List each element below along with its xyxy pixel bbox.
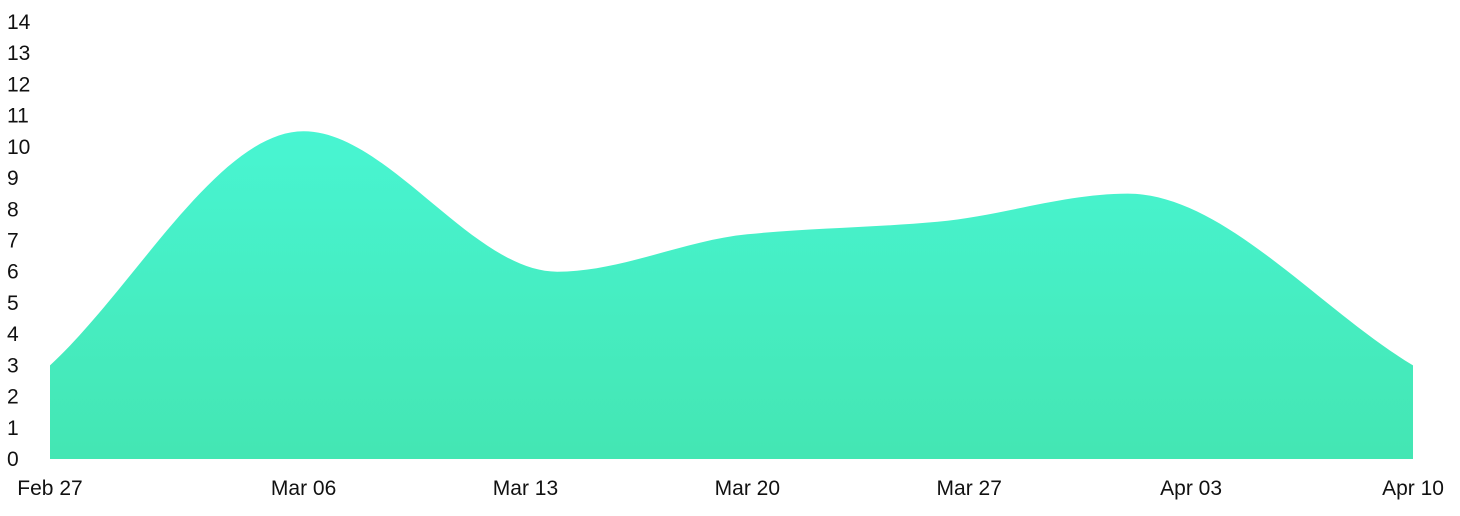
y-tick-label: 9 bbox=[7, 167, 19, 190]
x-tick-label: Mar 13 bbox=[493, 477, 558, 500]
y-tick-label: 4 bbox=[7, 323, 19, 346]
x-axis: Feb 27 Mar 06 Mar 13 Mar 20 Mar 27 Apr 03 Apr … bbox=[17, 477, 1444, 500]
x-tick-label: Apr 10 bbox=[1382, 477, 1444, 500]
x-tick-label: Feb 27 bbox=[17, 477, 82, 500]
y-tick-label: 13 bbox=[7, 42, 30, 65]
x-tick-label: Mar 06 bbox=[271, 477, 336, 500]
area-series-0 bbox=[50, 131, 1413, 459]
x-tick-label: Mar 27 bbox=[937, 477, 1002, 500]
y-tick-label: 10 bbox=[7, 136, 30, 159]
area-layer bbox=[50, 131, 1413, 459]
y-tick-label: 5 bbox=[7, 292, 19, 315]
y-tick-label: 11 bbox=[7, 105, 29, 128]
x-tick-label: Apr 03 bbox=[1160, 477, 1222, 500]
y-tick-label: 1 bbox=[7, 417, 19, 440]
x-tick-label: Mar 20 bbox=[715, 477, 780, 500]
y-tick-label: 12 bbox=[7, 73, 30, 96]
y-tick-label: 2 bbox=[7, 386, 19, 409]
y-tick-label: 3 bbox=[7, 354, 19, 377]
y-tick-label: 7 bbox=[7, 230, 19, 253]
y-tick-label: 14 bbox=[7, 11, 31, 34]
y-tick-label: 0 bbox=[7, 448, 19, 471]
y-tick-label: 8 bbox=[7, 198, 19, 221]
y-tick-label: 6 bbox=[7, 261, 19, 284]
